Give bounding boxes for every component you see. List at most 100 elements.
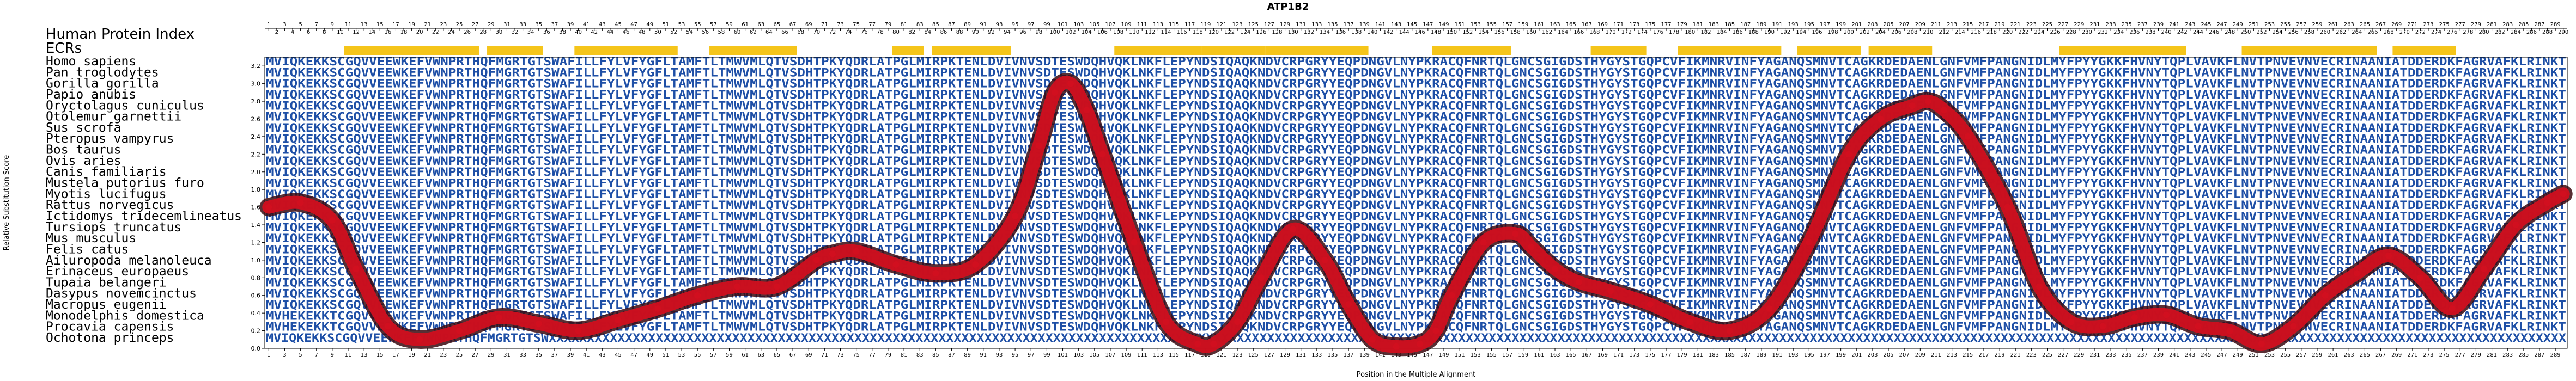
x-tick-label: 237 [2137,352,2148,358]
ecr-bar [1678,46,1782,55]
x-tick-label: 163 [1550,352,1560,358]
top-tick-label: 67 [789,22,797,28]
top-tick-label: 30 [496,29,503,35]
top-tick-label: 271 [2407,22,2417,28]
top-tick-label: 215 [1963,22,1973,28]
top-tick-label: 141 [1375,22,1386,28]
sequence-row: MVIQKEKKSCGQVVEEWKEFVWNPRTHQFMGRTGTSWAFI… [266,144,2566,157]
top-tick-label: 161 [1534,22,1544,28]
top-tick-label: 206 [1891,29,1901,35]
top-tick-label: 269 [2391,22,2402,28]
top-tick-label: 87 [948,22,955,28]
top-tick-label: 76 [861,29,868,35]
top-tick-label: 121 [1216,22,1226,28]
top-tick-label: 12 [353,29,360,35]
x-tick-label: 231 [2089,352,2100,358]
x-tick-label: 133 [1311,352,1322,358]
top-tick-label: 94 [1004,29,1011,35]
top-tick-label: 93 [996,22,1003,28]
curve-point [654,305,661,312]
species-label: Pteropus vampyrus [46,132,174,146]
ecrs-label: ECRs [46,40,82,57]
curve-point [1345,300,1352,308]
x-tick-label: 109 [1121,352,1132,358]
ecr-bar [1201,46,1266,55]
top-tick-label: 246 [2209,29,2219,35]
top-tick-label: 89 [964,22,971,28]
x-tick-label: 225 [2042,352,2052,358]
x-tick-label: 99 [1043,352,1050,358]
y-tick-label: 1.8 [251,186,261,193]
x-tick-label: 141 [1375,352,1386,358]
top-tick-label: 194 [1796,29,1806,35]
top-tick-label: 268 [2384,29,2394,35]
top-tick-label: 217 [1978,22,1989,28]
sequence-row: MVIQKEKKSCGQVVEEWKEFVWNPRTHQFMGRTGTSWAFI… [266,88,2566,101]
species-label: Ochotona princeps [46,331,174,345]
x-tick-label: 215 [1963,352,1973,358]
top-tick-label: 160 [1526,29,1536,35]
x-tick-label: 173 [1629,352,1639,358]
x-tick-label: 153 [1471,352,1481,358]
top-tick-label: 211 [1931,22,1941,28]
curve-point [1290,226,1297,233]
curve-point [297,199,304,206]
x-tick-label: 55 [694,352,701,358]
top-tick-label: 235 [2122,22,2132,28]
curve-point [535,320,542,327]
sequence-row: MVIQKEKKSCGQVVEEWKEFVWNPRTHQFMGRTGTSWAFI… [266,221,2566,234]
top-tick-label: 73 [837,22,844,28]
x-tick-label: 191 [1772,352,1782,358]
top-tick-label: 282 [2495,29,2505,35]
top-tick-label: 251 [2249,22,2259,28]
x-tick-label: 175 [1645,352,1655,358]
top-tick-label: 159 [1518,22,1528,28]
species-label: Dasypus novemcinctus [46,287,197,301]
top-tick-label: 203 [1867,22,1878,28]
top-tick-label: 200 [1844,29,1854,35]
top-tick-label: 18 [400,29,408,35]
top-tick-label: 264 [2352,29,2362,35]
curve-point [2560,190,2567,198]
top-tick-label: 226 [2050,29,2061,35]
x-tick-label: 37 [551,352,558,358]
x-tick-label: 197 [1820,352,1830,358]
curve-point [495,314,502,321]
x-tick-label: 105 [1089,352,1099,358]
curve-point [892,261,900,268]
y-tick-label: 2.4 [251,133,261,140]
x-tick-label: 129 [1280,352,1290,358]
top-tick-label: 221 [2010,22,2021,28]
top-tick-label: 4 [291,29,294,35]
top-tick-label: 46 [623,29,630,35]
curve-point [1806,239,1813,246]
curve-point [1051,89,1058,96]
top-tick-label: 45 [615,22,622,28]
x-tick-label: 259 [2312,352,2322,358]
x-tick-label: 17 [392,352,399,358]
top-tick-label: 267 [2375,22,2386,28]
x-tick-label: 263 [2344,352,2354,358]
human-protein-index-label: Human Protein Index [46,26,195,42]
curve-point [1552,266,1559,273]
x-tick-label: 25 [456,352,463,358]
top-tick-label: 286 [2526,29,2537,35]
top-tick-label: 82 [908,29,915,35]
x-tick-label: 203 [1867,352,1878,358]
species-label: Erinaceus europaeus [46,265,189,279]
sequence-row: MVIQKEKKSCGQVVEEWKEFVWNPRTHQFMGRTGTSWAFI… [266,243,2566,256]
top-tick-label: 115 [1169,22,1179,28]
top-tick-label: 252 [2256,29,2267,35]
top-tick-label: 88 [956,29,963,35]
curve-point [2353,270,2360,277]
top-tick-label: 158 [1510,29,1521,35]
top-tick-label: 54 [686,29,693,35]
top-tick-label: 61 [742,22,749,28]
x-tick-label: 117 [1184,352,1195,358]
x-tick-label: 101 [1058,352,1068,358]
top-tick-label: 169 [1597,22,1608,28]
sequence-row: MVIQKEKKSCGQVVEEWKEFVWNPRTHQFMGRTGTSWAFI… [266,188,2566,201]
top-tick-label: 229 [2074,22,2084,28]
top-tick-label: 69 [805,22,812,28]
